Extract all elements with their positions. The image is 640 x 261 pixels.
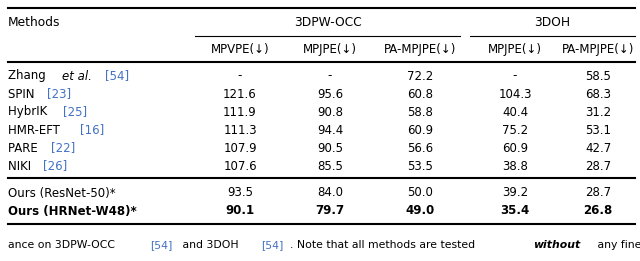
Text: 26.8: 26.8 (584, 205, 612, 217)
Text: 31.2: 31.2 (585, 105, 611, 118)
Text: PA-MPJPE(↓): PA-MPJPE(↓) (562, 44, 634, 56)
Text: Ours (ResNet-50)*: Ours (ResNet-50)* (8, 187, 116, 199)
Text: 35.4: 35.4 (500, 205, 530, 217)
Text: and 3DOH: and 3DOH (179, 240, 243, 250)
Text: -: - (238, 69, 242, 82)
Text: 68.3: 68.3 (585, 87, 611, 100)
Text: 72.2: 72.2 (407, 69, 433, 82)
Text: 42.7: 42.7 (585, 141, 611, 155)
Text: [26]: [26] (43, 159, 67, 173)
Text: without: without (533, 240, 580, 250)
Text: -: - (513, 69, 517, 82)
Text: 111.9: 111.9 (223, 105, 257, 118)
Text: 56.6: 56.6 (407, 141, 433, 155)
Text: 84.0: 84.0 (317, 187, 343, 199)
Text: 111.3: 111.3 (223, 123, 257, 137)
Text: MPJPE(↓): MPJPE(↓) (303, 44, 357, 56)
Text: 38.8: 38.8 (502, 159, 528, 173)
Text: 28.7: 28.7 (585, 159, 611, 173)
Text: PARE: PARE (8, 141, 42, 155)
Text: Ours (HRNet-W48)*: Ours (HRNet-W48)* (8, 205, 137, 217)
Text: 49.0: 49.0 (405, 205, 435, 217)
Text: 60.8: 60.8 (407, 87, 433, 100)
Text: 3DPW-OCC: 3DPW-OCC (294, 15, 362, 28)
Text: . Note that all methods are tested: . Note that all methods are tested (290, 240, 478, 250)
Text: 85.5: 85.5 (317, 159, 343, 173)
Text: NIKI: NIKI (8, 159, 35, 173)
Text: 58.8: 58.8 (407, 105, 433, 118)
Text: et al.: et al. (61, 69, 92, 82)
Text: 60.9: 60.9 (407, 123, 433, 137)
Text: [23]: [23] (47, 87, 71, 100)
Text: 95.6: 95.6 (317, 87, 343, 100)
Text: 50.0: 50.0 (407, 187, 433, 199)
Text: 90.5: 90.5 (317, 141, 343, 155)
Text: 90.8: 90.8 (317, 105, 343, 118)
Text: 104.3: 104.3 (499, 87, 532, 100)
Text: any fine-tuning or: any fine-tuning or (594, 240, 640, 250)
Text: 75.2: 75.2 (502, 123, 528, 137)
Text: [22]: [22] (51, 141, 76, 155)
Text: -: - (328, 69, 332, 82)
Text: ance on 3DPW-OCC: ance on 3DPW-OCC (8, 240, 118, 250)
Text: 94.4: 94.4 (317, 123, 343, 137)
Text: 53.1: 53.1 (585, 123, 611, 137)
Text: 39.2: 39.2 (502, 187, 528, 199)
Text: 40.4: 40.4 (502, 105, 528, 118)
Text: [54]: [54] (105, 69, 129, 82)
Text: [25]: [25] (63, 105, 88, 118)
Text: [54]: [54] (150, 240, 173, 250)
Text: 60.9: 60.9 (502, 141, 528, 155)
Text: [54]: [54] (261, 240, 284, 250)
Text: 107.6: 107.6 (223, 159, 257, 173)
Text: 107.9: 107.9 (223, 141, 257, 155)
Text: SPIN: SPIN (8, 87, 38, 100)
Text: 58.5: 58.5 (585, 69, 611, 82)
Text: PA-MPJPE(↓): PA-MPJPE(↓) (384, 44, 456, 56)
Text: HybrIK: HybrIK (8, 105, 51, 118)
Text: Methods: Methods (8, 15, 61, 28)
Text: 3DOH: 3DOH (534, 15, 571, 28)
Text: MPVPE(↓): MPVPE(↓) (211, 44, 269, 56)
Text: 121.6: 121.6 (223, 87, 257, 100)
Text: HMR-EFT: HMR-EFT (8, 123, 63, 137)
Text: 28.7: 28.7 (585, 187, 611, 199)
Text: Zhang: Zhang (8, 69, 49, 82)
Text: MPJPE(↓): MPJPE(↓) (488, 44, 542, 56)
Text: [16]: [16] (80, 123, 104, 137)
Text: 90.1: 90.1 (225, 205, 255, 217)
Text: 79.7: 79.7 (316, 205, 344, 217)
Text: 93.5: 93.5 (227, 187, 253, 199)
Text: 53.5: 53.5 (407, 159, 433, 173)
